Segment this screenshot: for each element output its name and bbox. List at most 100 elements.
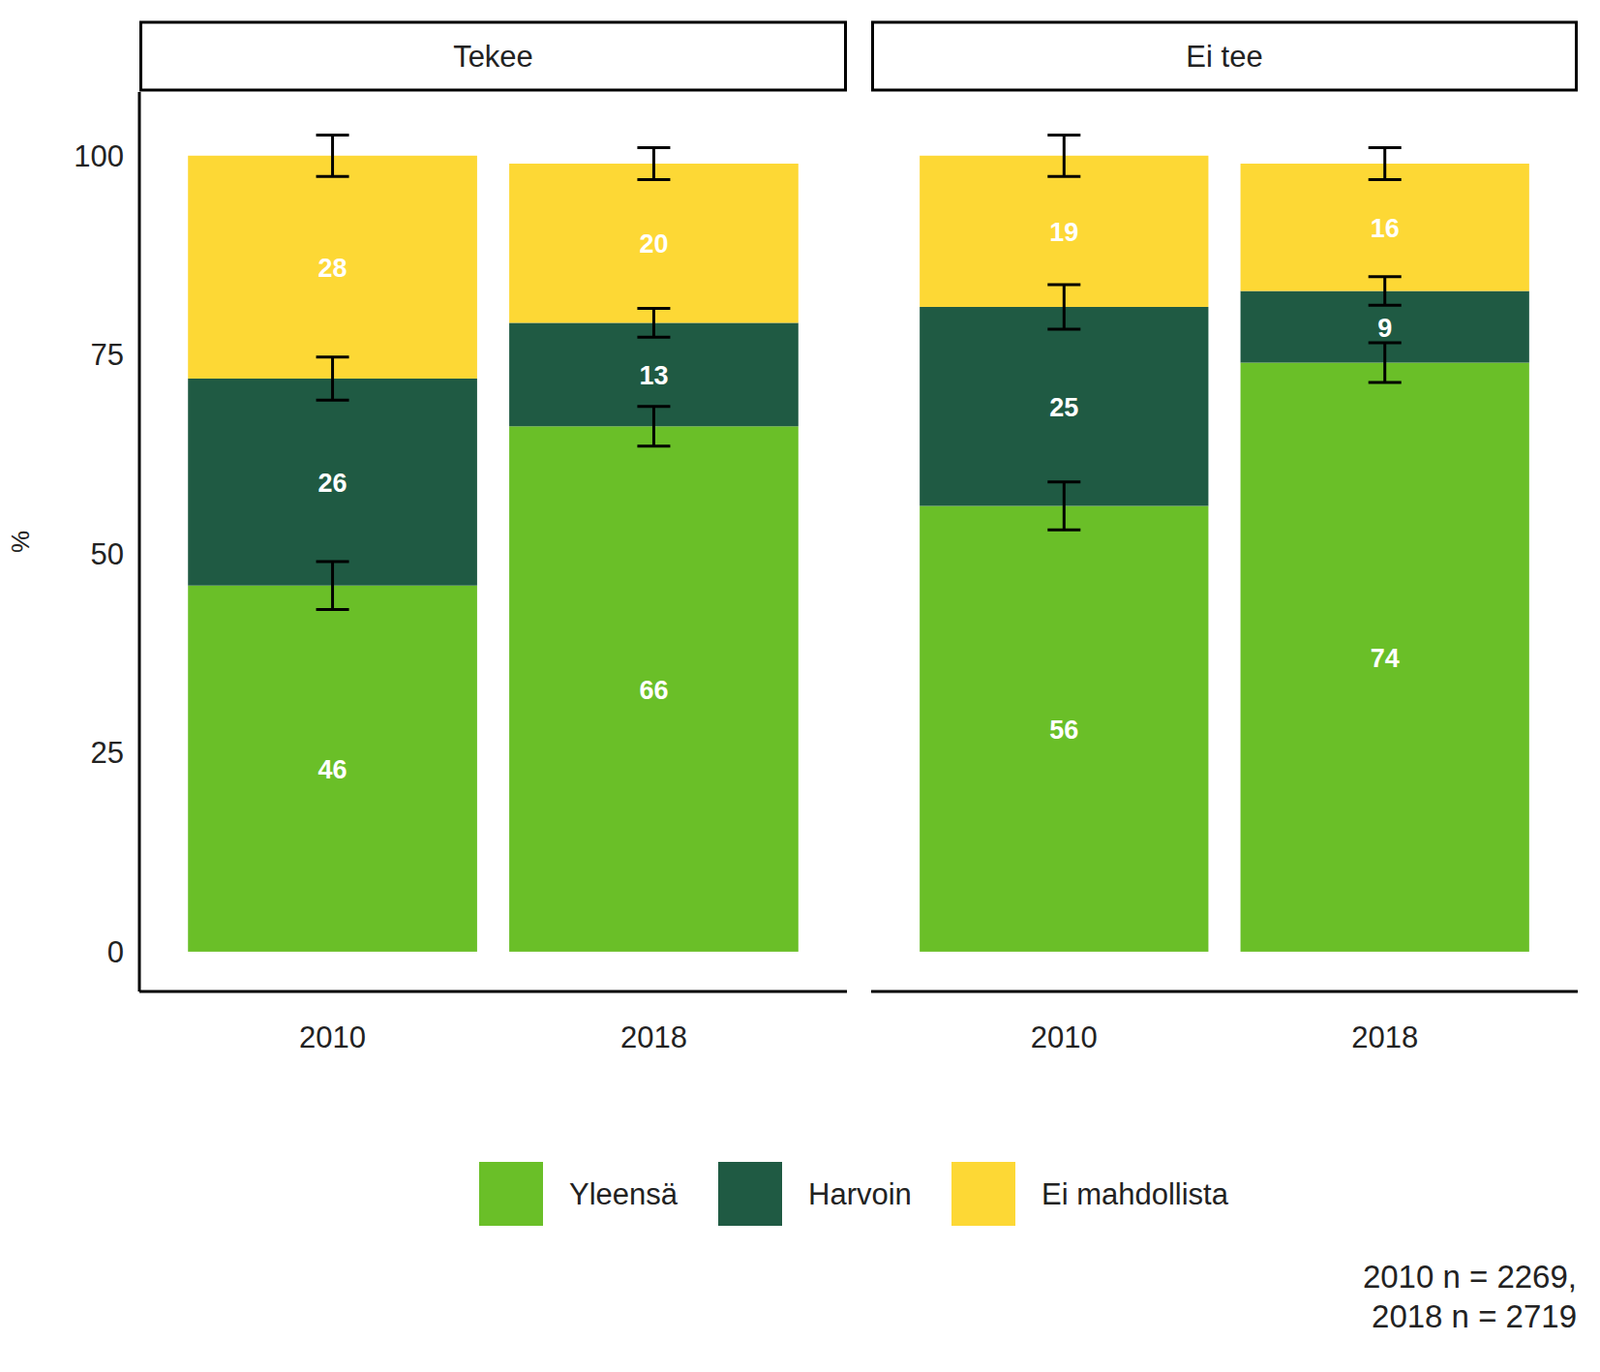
error-cap — [316, 355, 350, 359]
facet-strip — [873, 22, 1577, 91]
error-cap — [316, 607, 350, 611]
error-line — [652, 406, 656, 447]
bar-segment: Ei mahdollista — [1240, 163, 1530, 292]
data-label: 66 — [638, 675, 668, 705]
y-tick: 100 — [73, 139, 124, 174]
y-tick: 75 — [90, 337, 124, 372]
bar-segment: Harvoin — [187, 378, 478, 586]
error-cap — [316, 398, 350, 402]
data-label: 20 — [638, 229, 668, 259]
error-cap — [1368, 146, 1402, 150]
x-tick-label: 2018 — [620, 1020, 688, 1055]
y-tick-label: 0 — [107, 935, 124, 969]
error-cap — [1368, 303, 1402, 307]
error-bar — [636, 406, 670, 447]
chart: TekeeYleensäHarvoinEi mahdollistaYleensä… — [0, 0, 1600, 1372]
error-cap — [636, 335, 670, 339]
bar-segment: Ei mahdollista — [919, 155, 1208, 307]
error-bar — [1047, 482, 1081, 530]
legend-label: Harvoin — [808, 1177, 912, 1211]
bar-segment: Yleensä — [1240, 362, 1530, 952]
error-line — [1062, 482, 1066, 530]
x-axis-line — [871, 990, 1578, 994]
error-bar — [636, 148, 670, 181]
error-cap — [1047, 133, 1081, 137]
facet-title: Tekee — [452, 39, 534, 74]
error-cap — [316, 133, 350, 137]
y-tick: 50 — [90, 537, 124, 572]
data-label: 46 — [318, 754, 348, 785]
y-tick-label: 50 — [90, 537, 124, 572]
data-label: 19 — [1049, 217, 1079, 247]
error-cap — [636, 306, 670, 310]
bar-segment: Yleensä — [919, 506, 1208, 952]
error-cap — [636, 444, 670, 448]
error-line — [331, 134, 334, 177]
x-tick-label: 2010 — [299, 1020, 366, 1055]
data-label: 16 — [1370, 213, 1400, 243]
error-cap — [1047, 528, 1081, 532]
data-label: 13 — [638, 361, 668, 391]
legend-item: Yleensä — [479, 1161, 679, 1226]
y-axis-line — [138, 91, 142, 992]
error-cap — [1047, 327, 1081, 331]
error-cap — [636, 146, 670, 150]
bar-segment: Ei mahdollista — [187, 155, 478, 379]
error-line — [1383, 148, 1387, 181]
legend-item: Ei mahdollista — [951, 1161, 1230, 1226]
legend-swatch — [479, 1161, 544, 1226]
y-tick: 25 — [90, 735, 124, 770]
error-bar — [316, 357, 350, 400]
data-label: 26 — [318, 468, 348, 498]
data-label: 25 — [1049, 392, 1079, 423]
error-bar — [1368, 276, 1402, 306]
error-line — [1383, 342, 1387, 383]
error-line — [652, 308, 656, 338]
error-cap — [316, 175, 350, 179]
y-tick-label: 100 — [73, 139, 124, 174]
plot-area: YleensäHarvoinEi mahdollistaYleensäHarvo… — [187, 155, 799, 952]
x-axis-line — [139, 990, 847, 994]
error-bar — [1368, 342, 1402, 383]
error-cap — [1368, 274, 1402, 278]
data-label: 28 — [318, 253, 348, 283]
error-cap — [636, 178, 670, 182]
error-bar — [316, 561, 350, 609]
error-line — [1383, 276, 1387, 306]
legend-label: Ei mahdollista — [1041, 1177, 1230, 1211]
error-cap — [316, 560, 350, 564]
x-tick-label: 2018 — [1351, 1020, 1419, 1055]
error-bar — [1047, 284, 1081, 330]
caption: 2010 n = 2269, — [1362, 1258, 1577, 1295]
x-tick-label: 2010 — [1030, 1020, 1098, 1055]
y-tick-label: 75 — [90, 337, 124, 372]
bar-segment: Yleensä — [509, 425, 799, 952]
bar-segment: Ei mahdollista — [509, 163, 799, 323]
error-cap — [636, 404, 670, 408]
bar-segment: Yleensä — [187, 585, 478, 952]
data-label: 9 — [1377, 313, 1392, 343]
bar-segment: Harvoin — [919, 306, 1208, 507]
error-line — [1062, 284, 1066, 330]
facet-strip — [141, 22, 846, 91]
error-line — [331, 561, 334, 609]
facet-title: Ei tee — [1185, 39, 1263, 74]
data-label: 74 — [1370, 643, 1400, 673]
legend-item: Harvoin — [718, 1161, 912, 1226]
error-line — [652, 148, 656, 181]
caption: 2018 n = 2719 — [1371, 1298, 1577, 1334]
legend-label: Yleensä — [569, 1177, 679, 1211]
error-line — [331, 357, 334, 400]
error-bar — [316, 134, 350, 177]
data-label: 56 — [1049, 715, 1079, 745]
y-tick: 0 — [107, 935, 124, 969]
error-bar — [636, 308, 670, 338]
error-cap — [1047, 480, 1081, 484]
legend-swatch — [718, 1161, 783, 1226]
legend-swatch — [951, 1161, 1016, 1226]
y-tick-label: 25 — [90, 735, 124, 770]
error-bar — [1047, 134, 1081, 177]
error-cap — [1368, 178, 1402, 182]
error-line — [1062, 134, 1066, 177]
plot-area: YleensäHarvoinEi mahdollistaYleensäHarvo… — [919, 155, 1530, 952]
